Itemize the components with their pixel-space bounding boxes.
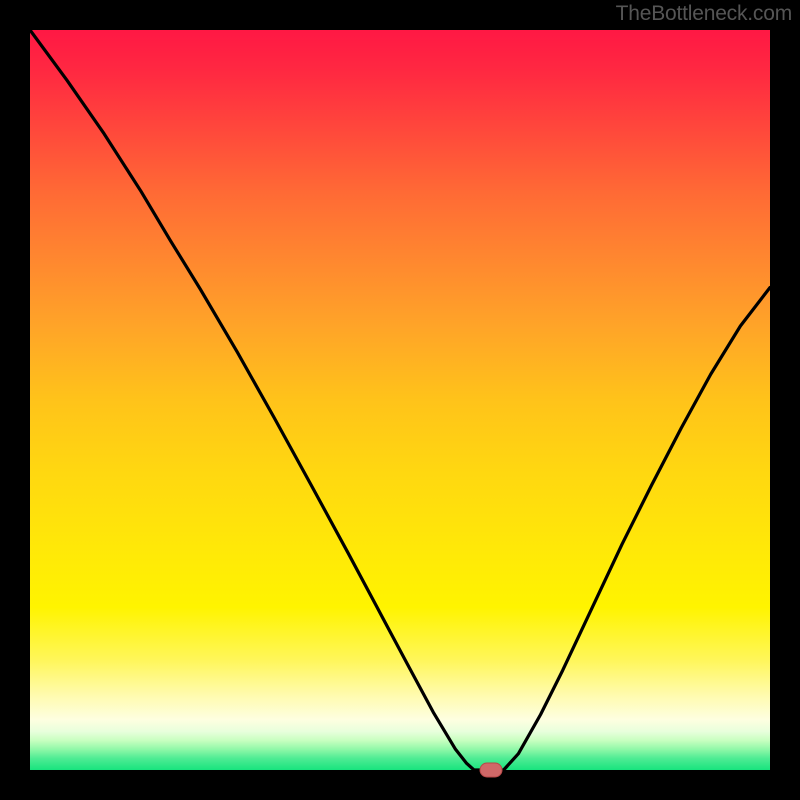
optimal-point-marker [480,763,502,777]
watermark-text: TheBottleneck.com [616,2,792,26]
chart-background-gradient [30,30,770,770]
bottleneck-chart [0,0,800,800]
